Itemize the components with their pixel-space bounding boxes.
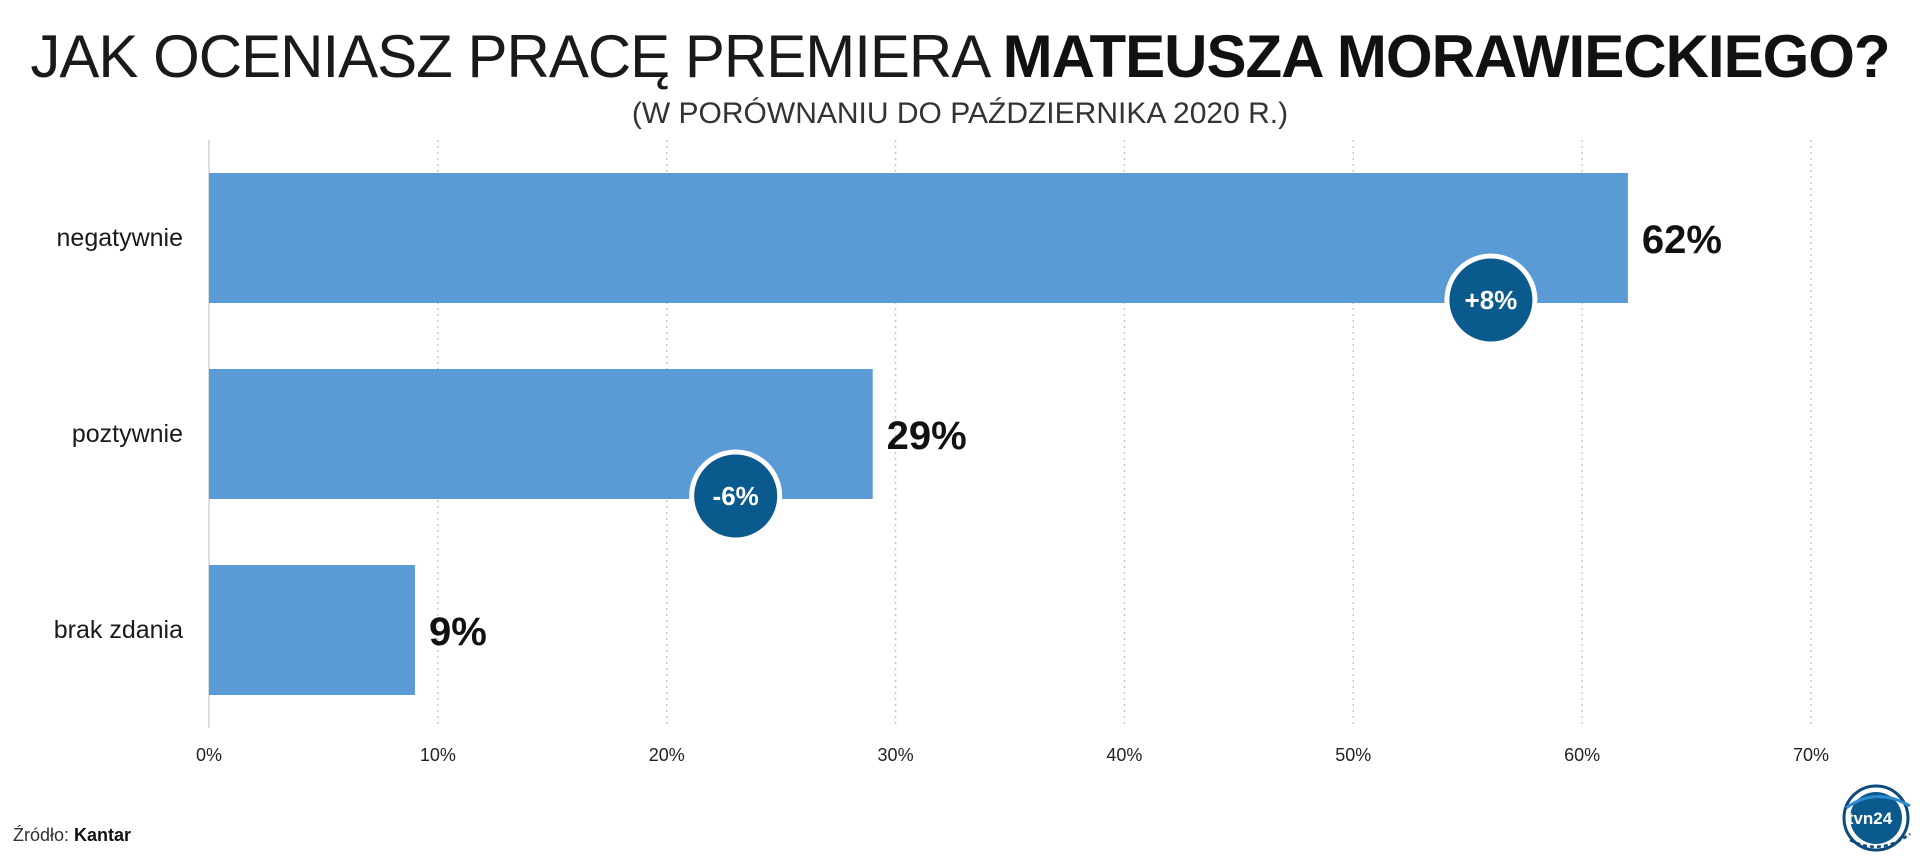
category-label: poztywnie [72, 420, 183, 448]
x-tick-label: 40% [1106, 745, 1142, 765]
x-tick-label: 30% [878, 745, 914, 765]
x-tick-label: 10% [420, 745, 456, 765]
category-label: negatywnie [57, 224, 183, 252]
source-note: Źródło: Kantar [13, 823, 131, 847]
value-label: 9% [429, 610, 487, 654]
logo-text: tvn24 [1848, 809, 1893, 828]
source-prefix: Źródło: [13, 825, 70, 845]
chart-title: JAK OCENIASZ PRACĘ PREMIERA MATEUSZA MOR… [0, 16, 1920, 98]
chart-title-regular: JAK OCENIASZ PRACĘ PREMIERA [30, 23, 988, 90]
value-label: 29% [887, 414, 967, 458]
bar [209, 565, 415, 695]
change-badge [1444, 253, 1538, 347]
bar [209, 173, 1628, 303]
x-tick-label: 0% [196, 745, 222, 765]
chart-subtitle: (W PORÓWNANIU DO PAŹDZIERNIKA 2020 R.) [631, 97, 1289, 130]
x-tick-label: 20% [649, 745, 685, 765]
chart-title-bold: MATEUSZA MORAWIECKIEGO? [1002, 23, 1891, 90]
category-label: brak zdania [54, 616, 183, 644]
source-name: Kantar [74, 825, 132, 845]
value-label: 62% [1642, 218, 1722, 262]
x-tick-label: 70% [1793, 745, 1829, 765]
x-tick-label: 50% [1335, 745, 1371, 765]
x-tick-label: 60% [1564, 745, 1600, 765]
change-badge-label: +8% [1465, 285, 1518, 315]
change-badge [689, 449, 783, 543]
tvn24-logo-icon: tvn24 [1842, 784, 1911, 852]
change-badge-label: -6% [713, 481, 759, 511]
